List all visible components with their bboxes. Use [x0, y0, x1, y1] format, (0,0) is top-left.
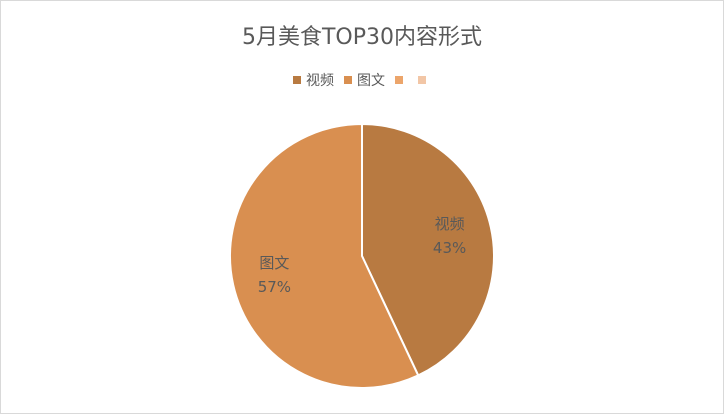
legend-marker: [418, 76, 426, 84]
legend-marker: [293, 76, 301, 84]
slice-value-label: 43%: [433, 239, 466, 257]
legend: 视频 图文: [293, 73, 426, 89]
legend-label: 视频: [306, 73, 334, 89]
slice-category-label: 视频: [435, 215, 465, 233]
legend-label: 图文: [357, 73, 385, 89]
pie-slice: [361, 122, 495, 377]
pie-slice: [229, 122, 420, 389]
chart-title: 5月美食TOP30内容形式: [242, 25, 482, 50]
slice-value-label: 57%: [258, 278, 291, 296]
slice-category-label: 图文: [259, 254, 289, 272]
legend-marker: [395, 76, 403, 84]
legend-marker: [344, 76, 352, 84]
